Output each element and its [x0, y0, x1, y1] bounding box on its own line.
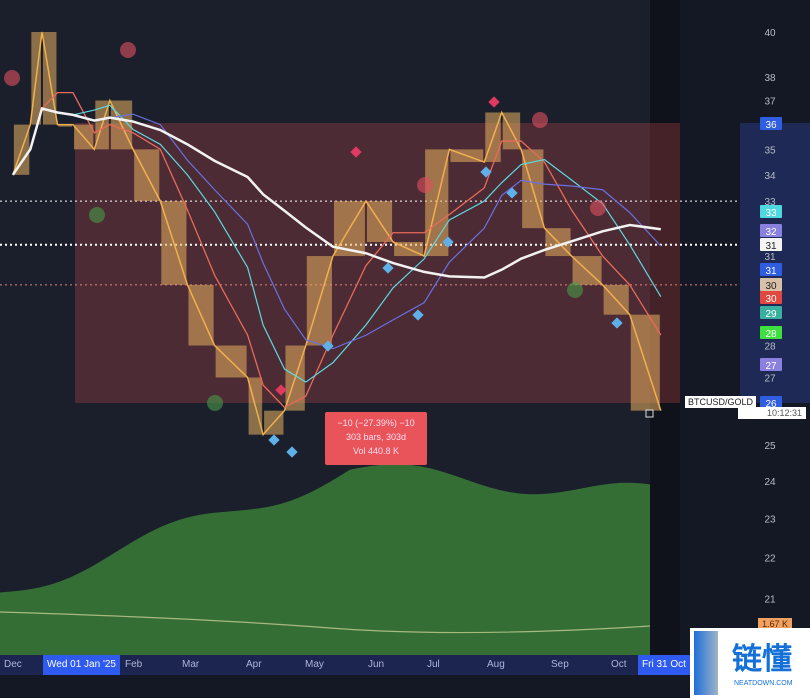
price-badge — [760, 205, 782, 218]
price-badge-label: 31 — [765, 241, 777, 252]
signal-circle — [532, 112, 548, 128]
y-tick-label: 22 — [764, 553, 776, 564]
price-badge — [760, 263, 782, 276]
price-badge — [760, 117, 782, 130]
price-badge-label: 29 — [765, 309, 777, 320]
y-tick-label: 37 — [764, 97, 776, 108]
measure-change: −10 (−27.39%) −10 — [337, 418, 415, 428]
signal-circle — [89, 207, 105, 223]
x-tick-label: Dec — [4, 659, 22, 670]
diamond-marker — [611, 317, 623, 329]
signal-circle — [207, 395, 223, 411]
y-tick-label: 25 — [764, 441, 776, 452]
price-badge-label: 32 — [765, 227, 777, 238]
signal-circle — [4, 70, 20, 86]
x-tick-label: May — [305, 659, 324, 670]
price-badge-label: 31 — [765, 266, 777, 277]
volume-ma-line — [0, 611, 651, 634]
price-badge-label: 30 — [765, 281, 777, 292]
x-tick-label: Feb — [125, 659, 143, 670]
ma-long-line — [11, 106, 661, 279]
logo-text-cn: 链懂 — [732, 642, 792, 677]
price-badge — [760, 326, 782, 339]
measure-tooltip: −10 (−27.39%) −10 303 bars, 303d Vol 440… — [325, 412, 427, 465]
y-tick-label: 23 — [764, 514, 776, 525]
price-badge — [760, 358, 782, 371]
price-badge — [760, 306, 782, 319]
price-badge — [760, 238, 782, 251]
signal-circle — [567, 282, 583, 298]
candle — [58, 124, 72, 127]
price-badge-label: 30 — [765, 294, 777, 305]
last-bar-marker — [645, 409, 654, 418]
signal-circle — [120, 42, 136, 58]
price-badge-label: 26 — [765, 399, 777, 410]
diamond-marker — [480, 166, 492, 178]
y-tick-label: 24 — [764, 477, 776, 488]
y-tick-label: 27 — [764, 373, 776, 384]
x-tick-label: Sep — [551, 659, 569, 670]
diamond-marker — [382, 262, 394, 274]
y-tick-label: 31 — [764, 252, 776, 263]
x-tick-label: Aug — [487, 659, 505, 670]
volume-badge: 1.67 K — [758, 618, 793, 630]
y-tick-label: 35 — [764, 145, 776, 156]
sell-diamond-marker — [350, 146, 362, 158]
x-tick-label: Jun — [368, 659, 385, 670]
price-badge-label: 27 — [765, 361, 777, 372]
measure-bars: 303 bars, 303d — [345, 432, 407, 442]
x-tick-label: Wed 01 Jan '25 — [43, 655, 120, 675]
price-badge-label: 28 — [765, 329, 777, 340]
x-tick-label: Fri 31 Oct — [638, 655, 690, 675]
y-tick-label: 28 — [764, 342, 776, 353]
x-tick-label: Oct — [611, 659, 627, 670]
diamond-marker — [322, 340, 334, 352]
symbol-label: BTCUSD/GOLD — [685, 396, 757, 408]
diamond-marker — [412, 309, 424, 321]
x-tick-label: Mar — [182, 659, 200, 670]
time-axis[interactable]: Dec Wed 01 Jan '25 Feb Mar Apr May Jun Jul Aug Se… — [0, 655, 690, 675]
y-tick-label: 21 — [764, 594, 776, 605]
price-badge — [760, 291, 782, 304]
price-badge — [760, 278, 782, 291]
y-tick-label: 40 — [764, 28, 776, 39]
price-line — [12, 31, 662, 437]
price-badge — [760, 224, 782, 237]
sell-diamond-marker — [275, 384, 287, 396]
price-badge-label: 33 — [765, 208, 777, 219]
y-tick-label: 33 — [764, 197, 776, 208]
x-tick-label: Jul — [427, 659, 440, 670]
diamond-marker — [506, 187, 518, 199]
diamond-marker — [268, 434, 280, 446]
bar-countdown: 10:12:31 — [738, 407, 806, 419]
y-tick-label: 38 — [764, 73, 776, 84]
signal-circle — [417, 177, 433, 193]
watermark-logo: 链懂 NEATDOWN.COM — [690, 628, 810, 698]
y-tick-label: 34 — [764, 171, 776, 182]
volume-area — [0, 464, 650, 655]
signal-circle — [590, 200, 606, 216]
measure-volume: Vol 440.8 K — [352, 446, 400, 456]
price-badge — [760, 396, 782, 409]
diamond-marker — [442, 236, 454, 248]
logo-text-en: NEATDOWN.COM — [734, 680, 793, 687]
diamond-marker — [286, 446, 298, 458]
price-badge-label: 36 — [765, 120, 777, 131]
ma-mid-line — [12, 104, 662, 383]
x-tick-label: Apr — [246, 659, 262, 670]
